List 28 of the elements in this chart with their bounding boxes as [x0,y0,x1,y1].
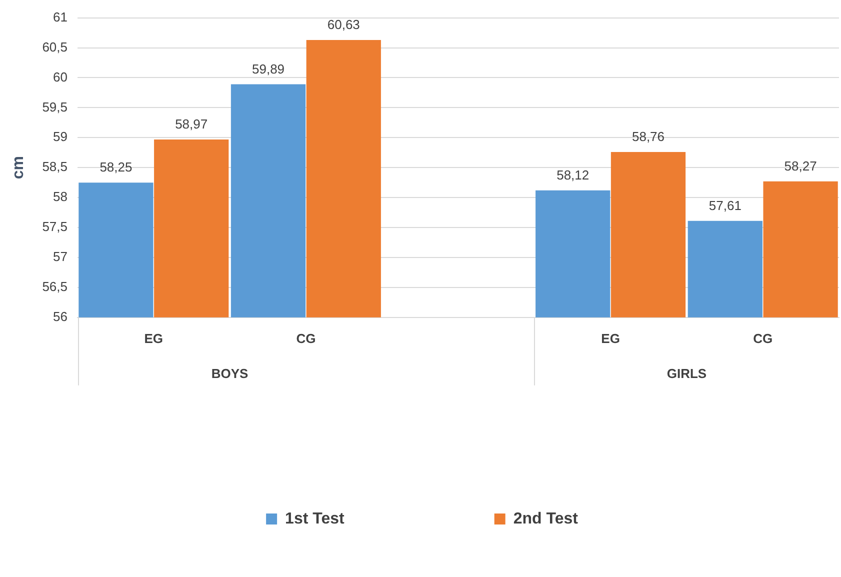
data-label: 58,97 [175,116,208,132]
data-label: 58,25 [100,160,132,175]
x-tick-label: CG [296,330,316,346]
y-tick-label: 56,5 [42,279,68,294]
data-label: 57,61 [708,198,742,214]
data-label: 58,12 [556,167,590,182]
x-tick-label: EG [144,330,164,346]
y-axis-title: cm [10,156,28,180]
y-tick-label: 59,5 [42,99,68,114]
y-tick-label: 57 [53,249,68,264]
data-label: 58,27 [784,158,817,174]
y-tick-label: 58 [53,189,68,204]
y-tick-label: 59 [53,129,68,144]
y-tick-label: 61 [53,9,68,24]
text: GIRLS [666,366,707,381]
legend-label: 1st Test [285,510,346,528]
y-tick-label: 57,5 [42,219,68,234]
text: BOYS [211,366,249,381]
y-tick-label: 56 [53,308,68,324]
data-label: 59,89 [252,61,285,76]
x-tick-label: CG [753,330,773,346]
legend-label: 2nd Test [513,510,579,528]
data-label: 60,63 [327,17,360,32]
y-tick-label: 60,5 [42,39,68,54]
y-tick-label: 58,5 [42,159,68,174]
y-tick-label: 60 [53,69,68,84]
x-tick-label: EG [601,330,620,346]
data-label: 58,76 [632,129,665,144]
